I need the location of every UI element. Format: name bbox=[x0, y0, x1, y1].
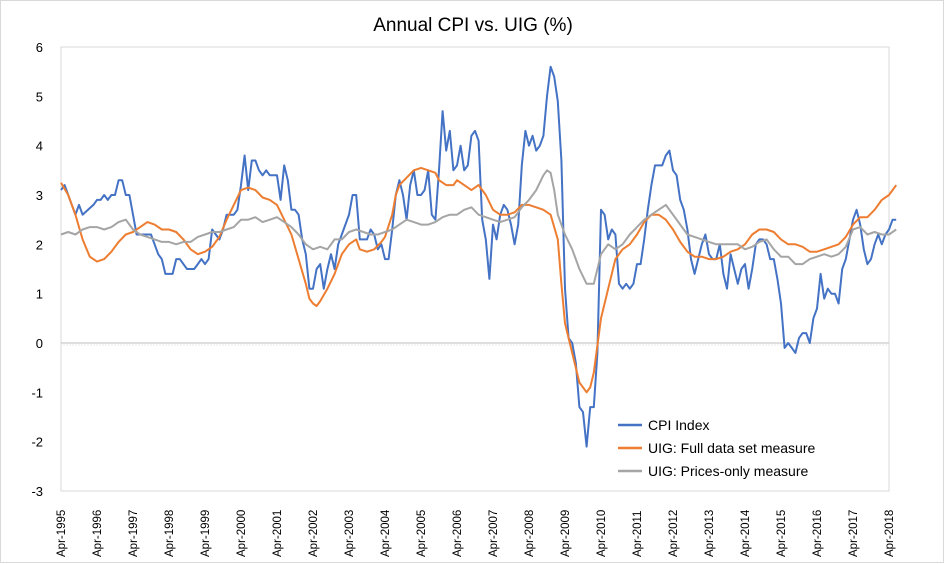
x-tick-label: Apr-2006 bbox=[452, 510, 464, 557]
plot-area-border bbox=[60, 46, 890, 492]
y-tick-label: 5 bbox=[36, 89, 43, 104]
x-tick-label: Apr-2015 bbox=[776, 510, 788, 557]
y-tick-label: 4 bbox=[36, 139, 43, 154]
y-tick-label: 0 bbox=[36, 336, 43, 351]
legend-label: UIG: Full data set measure bbox=[648, 440, 816, 456]
y-tick-label: -1 bbox=[31, 385, 43, 400]
x-tick-label: Apr-1999 bbox=[200, 510, 212, 557]
legend-label: UIG: Prices-only measure bbox=[648, 463, 808, 479]
x-tick-label: Apr-1997 bbox=[128, 510, 140, 557]
y-tick-label: 2 bbox=[36, 237, 43, 252]
y-tick-label: 3 bbox=[36, 188, 43, 203]
x-tick-label: Apr-2017 bbox=[848, 510, 860, 557]
x-tick-label: Apr-2008 bbox=[524, 510, 536, 557]
x-tick-label: Apr-2005 bbox=[416, 510, 428, 557]
series-uig-prices-line bbox=[60, 169, 897, 285]
x-tick-label: Apr-2012 bbox=[668, 510, 680, 557]
y-tick-label: 1 bbox=[36, 287, 43, 302]
x-tick-label: Apr-2013 bbox=[704, 510, 716, 557]
x-tick-label: Apr-2009 bbox=[560, 510, 572, 557]
y-tick-label: -2 bbox=[31, 435, 43, 450]
x-tick-label: Apr-1996 bbox=[92, 510, 104, 557]
x-tick-label: Apr-2007 bbox=[488, 510, 500, 557]
x-tick-label: Apr-2016 bbox=[812, 510, 824, 557]
x-tick-label: Apr-2004 bbox=[380, 509, 392, 557]
x-tick-label: Apr-2002 bbox=[308, 510, 320, 557]
legend-label: CPI Index bbox=[648, 417, 709, 433]
x-tick-label: Apr-2003 bbox=[344, 510, 356, 557]
x-tick-label: Apr-2011 bbox=[632, 511, 644, 557]
series-uig-full-line bbox=[60, 166, 898, 394]
series-cpi-line bbox=[60, 65, 897, 448]
x-tick-label: Apr-1998 bbox=[164, 510, 176, 557]
x-tick-label: Apr-1995 bbox=[56, 510, 68, 557]
x-tick-label: Apr-2014 bbox=[740, 509, 752, 557]
y-tick-label: 6 bbox=[36, 40, 43, 55]
y-tick-label: -3 bbox=[31, 484, 43, 499]
chart-title: Annual CPI vs. UIG (%) bbox=[373, 15, 573, 36]
x-tick-label: Apr-2000 bbox=[236, 510, 248, 557]
x-tick-label: Apr-2010 bbox=[596, 510, 608, 557]
x-tick-label: Apr-2018 bbox=[884, 510, 896, 557]
x-tick-label: Apr-2001 bbox=[272, 510, 284, 557]
